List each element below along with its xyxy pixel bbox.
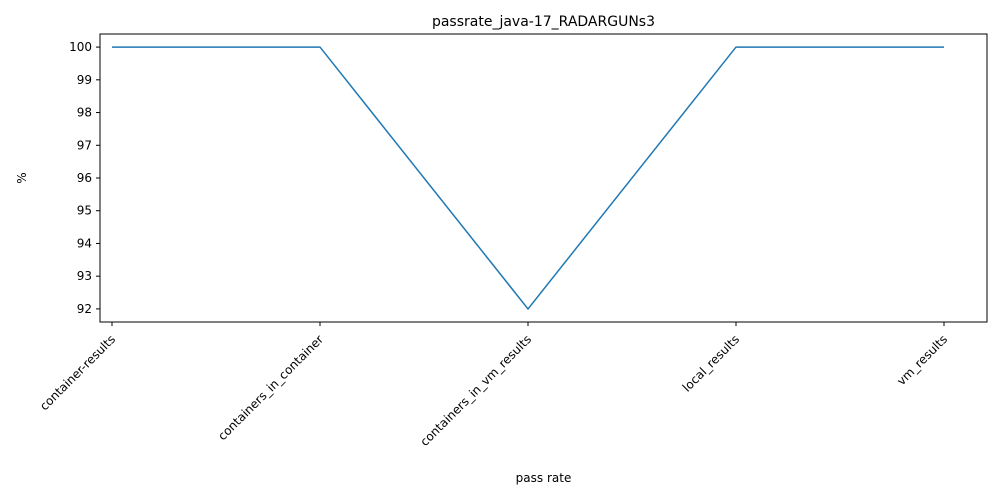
y-tick-label: 100: [69, 40, 92, 54]
y-tick-label: 94: [77, 236, 92, 250]
x-tick-label: local_results: [680, 332, 742, 394]
y-tick-label: 93: [77, 269, 92, 283]
plot-frame: [99, 33, 988, 323]
chart-title: passrate_java-17_RADARGUNs3: [432, 14, 655, 30]
y-tick-label: 98: [77, 106, 92, 120]
y-tick-label: 95: [77, 204, 92, 218]
x-axis-label: pass rate: [516, 471, 572, 485]
x-tick-label: containers_in_container: [215, 332, 326, 443]
y-tick-label: 92: [77, 302, 92, 316]
y-tick-label: 99: [77, 73, 92, 87]
y-axis: 92 93 94 95 96 97 98 99 100: [69, 40, 100, 316]
y-tick-label: 97: [77, 138, 92, 152]
y-tick-label: 96: [77, 171, 92, 185]
series-line: [112, 46, 944, 311]
x-tick-label: containers_in_vm_results: [417, 332, 534, 449]
x-axis: container-results containers_in_container…: [37, 322, 950, 449]
x-tick-label: vm_results: [894, 332, 950, 388]
y-axis-label: %: [15, 172, 29, 183]
series-layer: [112, 46, 944, 311]
x-tick-label: container-results: [37, 332, 118, 413]
